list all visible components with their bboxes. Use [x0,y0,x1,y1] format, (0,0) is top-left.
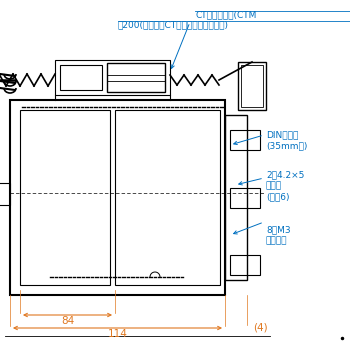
Text: (4): (4) [253,323,268,333]
Text: 2－4.2×5
取付穴
(深さ6): 2－4.2×5 取付穴 (深さ6) [266,170,304,201]
Bar [230,188,260,208]
Bar [230,130,260,150]
Text: 114: 114 [107,329,127,339]
Bar [60,65,102,90]
Text: CTプロテクタ(CTM: CTプロテクタ(CTM [195,10,256,19]
Text: 84: 84 [61,316,74,326]
Bar [107,63,165,92]
Bar [230,255,260,275]
Bar [10,100,225,295]
Bar [0,183,10,205]
Bar [238,62,266,110]
Text: DINレール
(35mm幅): DINレール (35mm幅) [266,130,307,150]
Bar [20,110,110,285]
Bar [55,60,170,95]
Text: 約200(本体側とCTプロテクタ側の合計): 約200(本体側とCTプロテクタ側の合計) [118,20,229,29]
Bar [241,65,263,107]
Text: 8－M3
端子ねじ: 8－M3 端子ねじ [266,225,290,245]
Bar [225,115,247,280]
Bar [115,110,220,285]
